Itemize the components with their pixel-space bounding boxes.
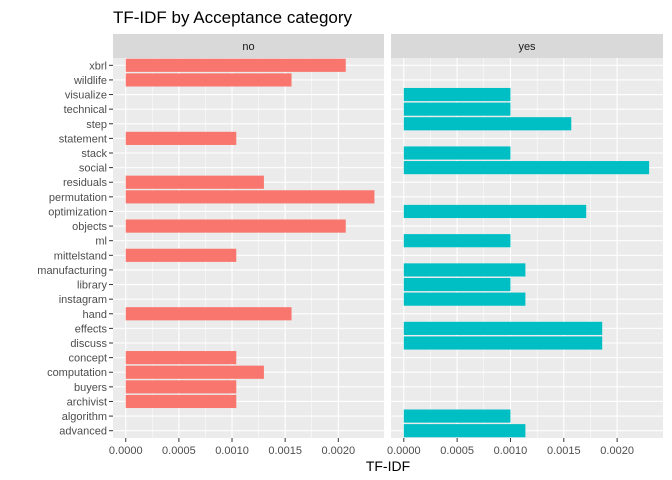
bar-yes-ml: [403, 234, 511, 248]
bar-yes-advanced: [403, 424, 526, 438]
facets: no 0.0000 0.0005 0.0010 0.0015 0.0020 yes 0.000…: [109, 34, 663, 457]
bar-yes-visualize: [403, 87, 511, 102]
bar-yes-effects: [403, 321, 603, 335]
bar-no-objects: [125, 219, 346, 233]
y-axis: xbrl wildlife visualize technical step statem…: [37, 60, 113, 438]
chart-title: TF-IDF by Acceptance category: [113, 8, 353, 27]
bar-yes-algorithm: [403, 409, 511, 423]
y-tick-label-mittelstand: mittelstand: [54, 250, 107, 262]
y-tick-label-effects: effects: [75, 323, 108, 335]
x-tick-label: 0.0010: [494, 445, 528, 457]
bar-no-permutation: [125, 190, 375, 204]
facet-strip: [113, 34, 384, 58]
y-tick-label-step: step: [86, 119, 107, 131]
facet-panel-no: no 0.0000 0.0005 0.0010 0.0015 0.0020: [109, 34, 384, 457]
y-tick-label-permutation: permutation: [49, 192, 107, 204]
bar-yes-instagram: [403, 292, 526, 306]
y-tick-label-library: library: [77, 280, 107, 292]
bar-yes-manufacturing: [403, 263, 526, 277]
bar-no-computation: [125, 365, 264, 379]
bar-no-buyers: [125, 380, 237, 394]
bar-no-statement: [125, 131, 237, 145]
bar-no-concept: [125, 351, 237, 365]
y-tick-label-visualize: visualize: [65, 90, 107, 102]
bar-no-hand: [125, 307, 292, 321]
x-tick-label: 0.0005: [162, 445, 196, 457]
x-tick-label: 0.0010: [215, 445, 249, 457]
y-tick-label-residuals: residuals: [63, 177, 108, 189]
bar-yes-technical: [403, 102, 511, 116]
bar-yes-optimization: [403, 204, 587, 219]
bar-yes-library: [403, 277, 511, 292]
bar-no-wildlife: [125, 73, 292, 87]
y-tick-label-technical: technical: [64, 104, 107, 116]
y-tick-label-concept: concept: [68, 353, 107, 365]
bar-no-residuals: [125, 175, 264, 189]
y-tick-label-stack: stack: [81, 148, 107, 160]
y-tick-label-statement: statement: [59, 133, 107, 145]
y-tick-label-computation: computation: [47, 367, 107, 379]
facet-strip-label: no: [242, 41, 254, 53]
y-tick-label-advanced: advanced: [59, 426, 107, 438]
bar-yes-social: [403, 161, 650, 175]
y-tick-label-buyers: buyers: [74, 382, 108, 394]
x-tick-label: 0.0020: [321, 445, 355, 457]
y-tick-label-xbrl: xbrl: [89, 60, 107, 72]
bar-no-archivist: [125, 394, 237, 409]
y-tick-label-wildlife: wildlife: [73, 75, 107, 87]
y-tick-label-algorithm: algorithm: [62, 411, 107, 423]
y-tick-label-instagram: instagram: [59, 294, 107, 306]
x-tick-label: 0.0020: [600, 445, 634, 457]
y-tick-label-social: social: [79, 163, 107, 175]
y-tick-label-ml: ml: [95, 236, 107, 248]
bar-yes-discuss: [403, 336, 603, 350]
x-tick-label: 0.0000: [109, 445, 143, 457]
y-tick-label-objects: objects: [72, 221, 107, 233]
y-tick-label-archivist: archivist: [67, 396, 107, 408]
bar-yes-step: [403, 117, 572, 131]
facet-strip: [391, 34, 663, 58]
x-tick-label: 0.0015: [268, 445, 302, 457]
x-tick-label: 0.0005: [440, 445, 474, 457]
y-tick-label-optimization: optimization: [48, 206, 107, 218]
facet-strip-label: yes: [518, 41, 536, 53]
bar-no-xbrl: [125, 58, 346, 72]
x-tick-label: 0.0015: [547, 445, 581, 457]
y-tick-label-discuss: discuss: [70, 338, 107, 350]
y-tick-label-manufacturing: manufacturing: [37, 265, 107, 277]
x-axis-title: TF-IDF: [366, 458, 410, 474]
y-tick-label-hand: hand: [83, 309, 107, 321]
bar-yes-stack: [403, 146, 511, 160]
facet-panel-yes: yes 0.0000 0.0005 0.0010 0.0015 0.0020: [387, 34, 663, 457]
bar-no-mittelstand: [125, 248, 237, 262]
x-tick-label: 0.0000: [387, 445, 421, 457]
